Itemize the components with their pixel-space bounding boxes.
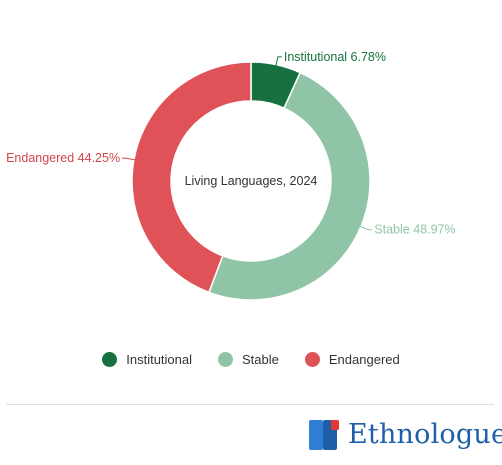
leader-line-institutional <box>275 56 282 67</box>
footer-divider <box>6 404 494 405</box>
donut-chart: Institutional 6.78% Stable 48.97% Endanger… <box>6 50 456 301</box>
legend-item-institutional[interactable]: Institutional <box>102 352 192 367</box>
donut-chart-svg: Institutional 6.78% Stable 48.97% Endanger… <box>6 50 456 301</box>
legend-label-endangered: Endangered <box>328 352 400 367</box>
slice-label-stable: Stable 48.97% <box>374 223 455 237</box>
legend-swatch-institutional <box>102 352 118 367</box>
leader-line-endangered <box>122 157 136 161</box>
legend-label-stable: Stable <box>242 352 279 367</box>
slice-stable[interactable] <box>207 71 371 301</box>
ethnologue-logo[interactable]: Ethnologue <box>309 420 502 450</box>
slice-label-endangered: Endangered 44.25% <box>6 151 120 165</box>
legend-item-stable[interactable]: Stable <box>218 352 279 367</box>
legend-label-institutional: Institutional <box>126 352 193 367</box>
chart-legend: Institutional Stable Endangered <box>0 352 502 367</box>
slice-endangered[interactable] <box>131 61 252 294</box>
leader-line-stable <box>358 225 373 231</box>
slice-label-institutional: Institutional 6.78% <box>284 50 386 64</box>
legend-item-endangered[interactable]: Endangered <box>304 352 400 367</box>
legend-swatch-endangered <box>304 352 320 367</box>
ethnologue-logo-text: Ethnologue <box>348 419 502 450</box>
legend-swatch-stable <box>218 352 234 367</box>
chart-center-title: Living Languages, 2024 <box>185 174 318 188</box>
ethnologue-logo-icon <box>309 420 339 450</box>
